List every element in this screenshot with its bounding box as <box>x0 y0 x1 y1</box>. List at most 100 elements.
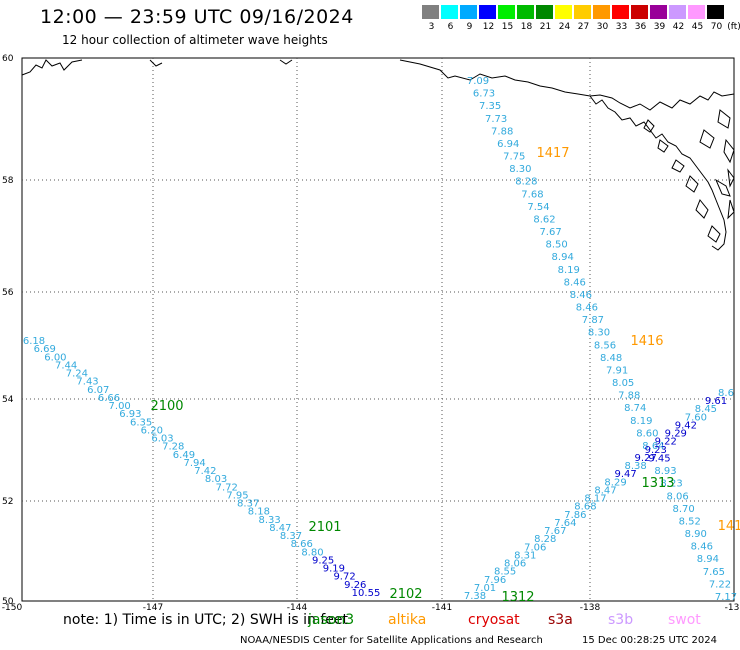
legend-swatch <box>593 5 610 19</box>
swh-value-track3: 7.60 <box>685 412 707 423</box>
map-frame <box>21 57 735 602</box>
longitude-label: -147 <box>143 603 163 613</box>
swh-value-track1: 7.24 <box>66 369 88 380</box>
swh-value-track2: 8.62 <box>533 214 555 225</box>
swh-value-track2: 7.88 <box>491 126 513 137</box>
swh-value-track1: 7.00 <box>109 401 131 412</box>
swh-value-track2: 8.50 <box>546 240 568 251</box>
swh-value-track1: 8.18 <box>248 507 270 518</box>
coast-segment <box>714 178 731 197</box>
swh-value-track3: 9.29 <box>665 429 687 440</box>
swh-value-track2: 7.67 <box>539 227 561 238</box>
footnote: note: 1) Time is in UTC; 2) SWH is in fe… <box>63 612 349 628</box>
swh-value-track2: 8.60 <box>636 428 658 439</box>
swh-value-track3: 7.86 <box>564 510 586 521</box>
pass-time-label: 1416 <box>630 334 663 349</box>
legend-label: 27 <box>577 22 590 32</box>
swh-value-track1: 6.35 <box>130 417 152 428</box>
latitude-label: 56 <box>2 288 14 298</box>
swh-value-track3: 7.67 <box>544 526 566 537</box>
swh-value-track1: 7.95 <box>226 490 248 501</box>
coast-segment <box>21 59 83 76</box>
credit-text: NOAA/NESDIS Center for Satellite Applica… <box>240 635 543 646</box>
satellite-label: s3b <box>608 612 634 628</box>
swh-value-track1: 9.25 <box>312 555 334 566</box>
swh-value-track1: 8.66 <box>291 539 313 550</box>
swh-value-track2: 7.68 <box>521 189 543 200</box>
swh-value-track3: 9.27 <box>635 453 657 464</box>
longitude-label: -13 <box>725 603 740 613</box>
swh-value-track3: 9.61 <box>705 396 727 407</box>
swh-value-track3: 8.68 <box>574 502 596 513</box>
coast-segment <box>723 138 735 164</box>
swh-value-track1: 6.07 <box>87 385 109 396</box>
swh-value-track2: 8.46 <box>576 303 598 314</box>
swh-value-track1: 8.37 <box>280 531 302 542</box>
swh-value-track1: 6.20 <box>141 425 163 436</box>
swh-value-track1: 6.93 <box>119 409 141 420</box>
legend-label: 6 <box>447 22 454 32</box>
swh-value-track1: 8.47 <box>269 523 291 534</box>
swh-value-track1: 6.69 <box>34 344 56 355</box>
coast-segment <box>589 95 727 251</box>
swh-value-track1: 6.03 <box>151 434 173 445</box>
swh-value-track3: 8.45 <box>695 404 717 415</box>
swh-value-track1: 8.03 <box>205 474 227 485</box>
swh-value-track2: 8.56 <box>594 340 616 351</box>
legend-label: 3 <box>428 22 435 32</box>
swh-value-track2: 7.73 <box>485 114 507 125</box>
coast-segment <box>727 168 735 188</box>
coast-segment <box>695 199 709 219</box>
swh-value-track2: 8.19 <box>558 265 580 276</box>
swh-value-track2: 8.70 <box>673 504 695 515</box>
satellite-label: cryosat <box>468 612 520 628</box>
swh-value-track3: 8.6 <box>718 388 734 399</box>
swh-value-track2: 8.23 <box>660 479 682 490</box>
longitude-label: -150 <box>2 603 23 613</box>
swh-value-track2: 7.22 <box>709 579 731 590</box>
satellite-label: altika <box>388 612 427 628</box>
swh-value-track2: 8.19 <box>630 416 652 427</box>
legend-swatch <box>460 5 477 19</box>
swh-value-track2: 9.45 <box>648 454 670 465</box>
legend-label: 21 <box>539 22 552 32</box>
coast-segment <box>657 139 669 153</box>
swh-value-track3: 9.23 <box>645 445 667 456</box>
swh-value-track2: 7.87 <box>582 315 604 326</box>
coast-segment <box>149 59 163 67</box>
swh-value-track3: 8.47 <box>594 485 616 496</box>
swh-value-track2: 8.48 <box>600 353 622 364</box>
legend-swatch <box>422 5 439 19</box>
swh-value-track2: 8.30 <box>509 164 531 175</box>
swh-value-track2: 6.73 <box>473 89 495 100</box>
legend-label: 70 <box>710 22 723 32</box>
legend-swatch <box>707 5 724 19</box>
swh-value-track1: 7.42 <box>194 466 216 477</box>
swh-value-track2: 8.30 <box>588 328 610 339</box>
generation-timestamp: 15 Dec 00:28:25 UTC 2024 <box>582 635 717 646</box>
legend-label: 45 <box>691 22 704 32</box>
coast-segment <box>727 199 735 220</box>
swh-value-track3: 9.22 <box>655 437 677 448</box>
swh-value-track2: 8.90 <box>685 529 707 540</box>
latitude-label: 52 <box>2 497 13 507</box>
satellite-label: s3a <box>548 612 573 628</box>
swh-value-track3: 8.28 <box>534 534 556 545</box>
swh-value-track2: 8.05 <box>612 378 634 389</box>
swh-value-track3: 8.31 <box>514 550 536 561</box>
pass-time-label: 2102 <box>389 587 422 602</box>
legend-swatch <box>536 5 553 19</box>
map-title: 12:00 — 23:59 UTC 09/16/2024 <box>40 6 354 28</box>
legend-label: 33 <box>615 22 628 32</box>
coast-segment <box>279 59 293 65</box>
pass-time-label: 1313 <box>641 476 674 491</box>
swh-value-track3: 8.29 <box>604 477 626 488</box>
legend-swatch <box>631 5 648 19</box>
swh-value-track1: 7.94 <box>184 458 206 469</box>
altimeter-tracks: 6.186.696.007.447.247.436.076.667.006.93… <box>23 76 737 603</box>
swh-value-track1: 8.33 <box>258 515 280 526</box>
longitude-label: -138 <box>580 603 601 613</box>
swh-value-track2: 8.46 <box>570 290 592 301</box>
swh-value-track1: 6.18 <box>23 336 45 347</box>
